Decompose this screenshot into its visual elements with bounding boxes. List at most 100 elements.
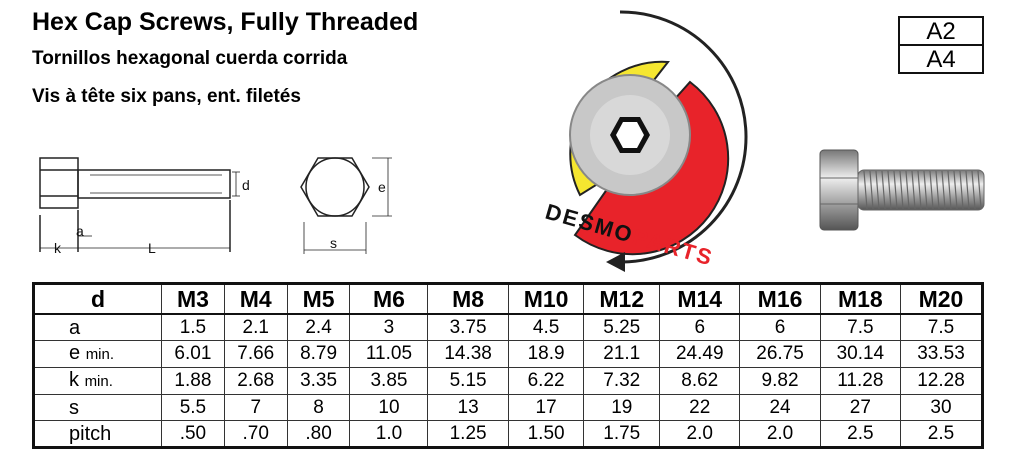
table-cell: 27 xyxy=(819,394,901,421)
grade-box: A4 xyxy=(898,44,984,74)
table-cell: 22 xyxy=(659,394,741,421)
table-cell: 2.1 xyxy=(223,313,288,341)
table-cell: 1.0 xyxy=(349,420,429,448)
row-symbol: e xyxy=(69,342,81,364)
dim-label: d xyxy=(242,177,250,193)
subtitle: Tornillos hexagonal cuerda corrida xyxy=(32,48,348,69)
table-cell: 30 xyxy=(899,394,984,421)
table-row: s 5.5 7 8 10 13 17 19 22 24 27 30 xyxy=(33,394,984,421)
dim-label: e xyxy=(378,179,386,195)
subtitle: Vis à tête six pans, ent. filetés xyxy=(32,86,301,107)
column-header: M12 xyxy=(583,283,661,315)
screw-photo xyxy=(819,149,985,231)
table-row: k min. 1.88 2.68 3.35 3.85 5.15 6.22 7.32 8.62 9.… xyxy=(33,367,984,395)
row-label: s xyxy=(33,394,162,421)
table-cell: 6.01 xyxy=(161,340,225,368)
side-drawing xyxy=(39,157,240,252)
table-cell: 24 xyxy=(739,394,821,421)
table-cell: 11.05 xyxy=(349,340,429,368)
table-cell: 8.62 xyxy=(659,367,741,395)
dim-label: k xyxy=(54,240,62,256)
table-cell: .80 xyxy=(286,420,351,448)
column-header: M4 xyxy=(223,283,288,315)
table-cell: 19 xyxy=(583,394,661,421)
row-label: pitch xyxy=(33,420,162,448)
table-cell: 24.49 xyxy=(659,340,741,368)
column-header: M18 xyxy=(819,283,901,315)
row-note: min. xyxy=(85,346,115,363)
title: Hex Cap Screws, Fully Threaded xyxy=(32,8,419,36)
table-cell: .50 xyxy=(161,420,225,448)
row-label: e min. xyxy=(33,340,162,368)
front-drawing xyxy=(300,157,392,254)
table-cell: 2.4 xyxy=(286,313,351,341)
table-cell: 6 xyxy=(659,313,741,341)
table-cell: 1.50 xyxy=(507,420,585,448)
table-cell: 7.32 xyxy=(583,367,661,395)
table-cell: 3.35 xyxy=(286,367,351,395)
row-symbol: a xyxy=(69,316,81,339)
table-cell: 33.53 xyxy=(899,340,984,368)
row-label: k min. xyxy=(33,367,162,395)
table-row: e min. 6.01 7.66 8.79 11.05 14.38 18.9 21.1 24.4… xyxy=(33,340,984,368)
table-cell: 12.28 xyxy=(899,367,984,395)
column-header: d xyxy=(33,283,162,315)
table-cell: 13 xyxy=(427,394,509,421)
table-cell: 8 xyxy=(286,394,351,421)
table-cell: 7.5 xyxy=(819,313,901,341)
header-row: d M3 M4 M5 M6 M8 M10 M12 M14 M16 M18 M20 xyxy=(33,283,984,315)
column-header: M5 xyxy=(286,283,351,315)
table-cell: 10 xyxy=(349,394,429,421)
table-cell: 7.66 xyxy=(223,340,288,368)
table-cell: 26.75 xyxy=(739,340,821,368)
spec-table: d M3 M4 M5 M6 M8 M10 M12 M14 M16 M18 M20 a 1.5 2.1 2.4… xyxy=(32,282,984,449)
table-cell: 7.5 xyxy=(899,313,984,341)
table-cell: 2.5 xyxy=(819,420,901,448)
table-cell: 1.5 xyxy=(161,313,225,341)
table-cell: .70 xyxy=(223,420,288,448)
table-cell: 14.38 xyxy=(427,340,509,368)
table-cell: 3.85 xyxy=(349,367,429,395)
illustrations: d k a L e s DESMOPARTS xyxy=(39,10,985,272)
table-cell: 21.1 xyxy=(583,340,661,368)
column-header: M8 xyxy=(427,283,509,315)
table-cell: 8.79 xyxy=(286,340,351,368)
row-symbol: k xyxy=(69,369,79,391)
dim-label: L xyxy=(148,240,156,256)
table-cell: 17 xyxy=(507,394,585,421)
table-cell: 30.14 xyxy=(819,340,901,368)
table-cell: 3 xyxy=(349,313,429,341)
table-cell: 6.22 xyxy=(507,367,585,395)
table-cell: 1.88 xyxy=(161,367,225,395)
column-header: M20 xyxy=(899,283,984,315)
logo: DESMOPARTS xyxy=(543,10,748,272)
table-cell: 9.82 xyxy=(739,367,821,395)
row-symbol: pitch xyxy=(69,422,112,445)
row-label: a xyxy=(33,313,162,341)
table-cell: 2.0 xyxy=(659,420,741,448)
table-row: pitch .50.70.80 1.0 1.25 1.50 1.75 2.0 2.0 2.5 2.… xyxy=(33,420,984,448)
column-header: M16 xyxy=(739,283,821,315)
table-cell: 3.75 xyxy=(427,313,509,341)
table-cell: 2.68 xyxy=(223,367,288,395)
table-cell: 7 xyxy=(223,394,288,421)
dim-label: s xyxy=(330,235,337,251)
column-header: M6 xyxy=(349,283,429,315)
column-header: M3 xyxy=(161,283,225,315)
column-header: M10 xyxy=(507,283,585,315)
table-cell: 5.15 xyxy=(427,367,509,395)
table-cell: 2.5 xyxy=(899,420,984,448)
table-cell: 1.25 xyxy=(427,420,509,448)
column-header: M14 xyxy=(659,283,741,315)
dim-label: a xyxy=(76,223,84,239)
table-row: a 1.5 2.1 2.4 3 3.75 4.5 5.25 6 6 7.5 7.5 xyxy=(33,313,984,341)
table-cell: 2.0 xyxy=(739,420,821,448)
table-cell: 1.75 xyxy=(583,420,661,448)
row-symbol: s xyxy=(69,396,79,419)
table-cell: 5.25 xyxy=(583,313,661,341)
table-cell: 4.5 xyxy=(507,313,585,341)
table-cell: 5.5 xyxy=(161,394,225,421)
table-cell: 18.9 xyxy=(507,340,585,368)
table-cell: 11.28 xyxy=(819,367,901,395)
